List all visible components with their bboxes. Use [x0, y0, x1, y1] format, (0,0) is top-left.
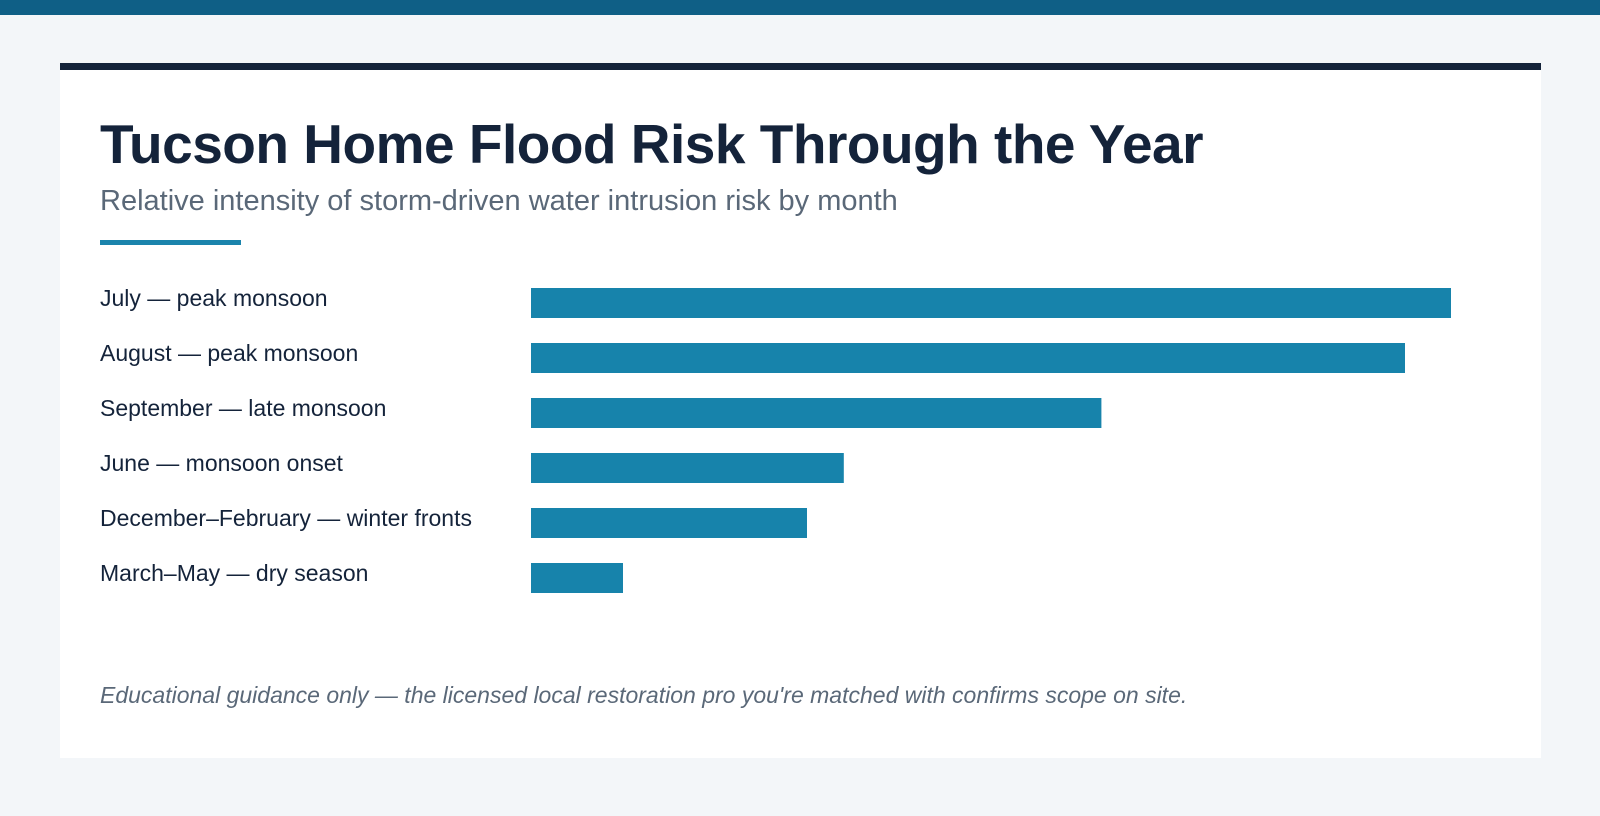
category-label: July — peak monsoon — [100, 285, 328, 311]
bar — [531, 563, 623, 593]
chart-title: Tucson Home Flood Risk Through the Year — [100, 113, 1204, 175]
bar — [531, 398, 1102, 428]
category-label: September — late monsoon — [100, 395, 386, 421]
category-label: August — peak monsoon — [100, 340, 358, 366]
category-label: June — monsoon onset — [100, 450, 344, 476]
chart-card: Tucson Home Flood Risk Through the Year … — [60, 63, 1541, 758]
footnote: Educational guidance only — the licensed… — [100, 682, 1188, 708]
bar — [531, 343, 1405, 373]
top-band — [0, 0, 1600, 15]
accent-rule — [100, 240, 241, 245]
bar-chart: July — peak monsoon August — peak monsoon… — [100, 285, 1451, 593]
bar — [531, 508, 807, 538]
category-label: March–May — dry season — [100, 560, 368, 586]
bar — [531, 453, 844, 483]
bar — [531, 288, 1451, 318]
chart-subtitle: Relative intensity of storm-driven water… — [100, 185, 898, 217]
category-label: December–February — winter fronts — [100, 505, 472, 531]
